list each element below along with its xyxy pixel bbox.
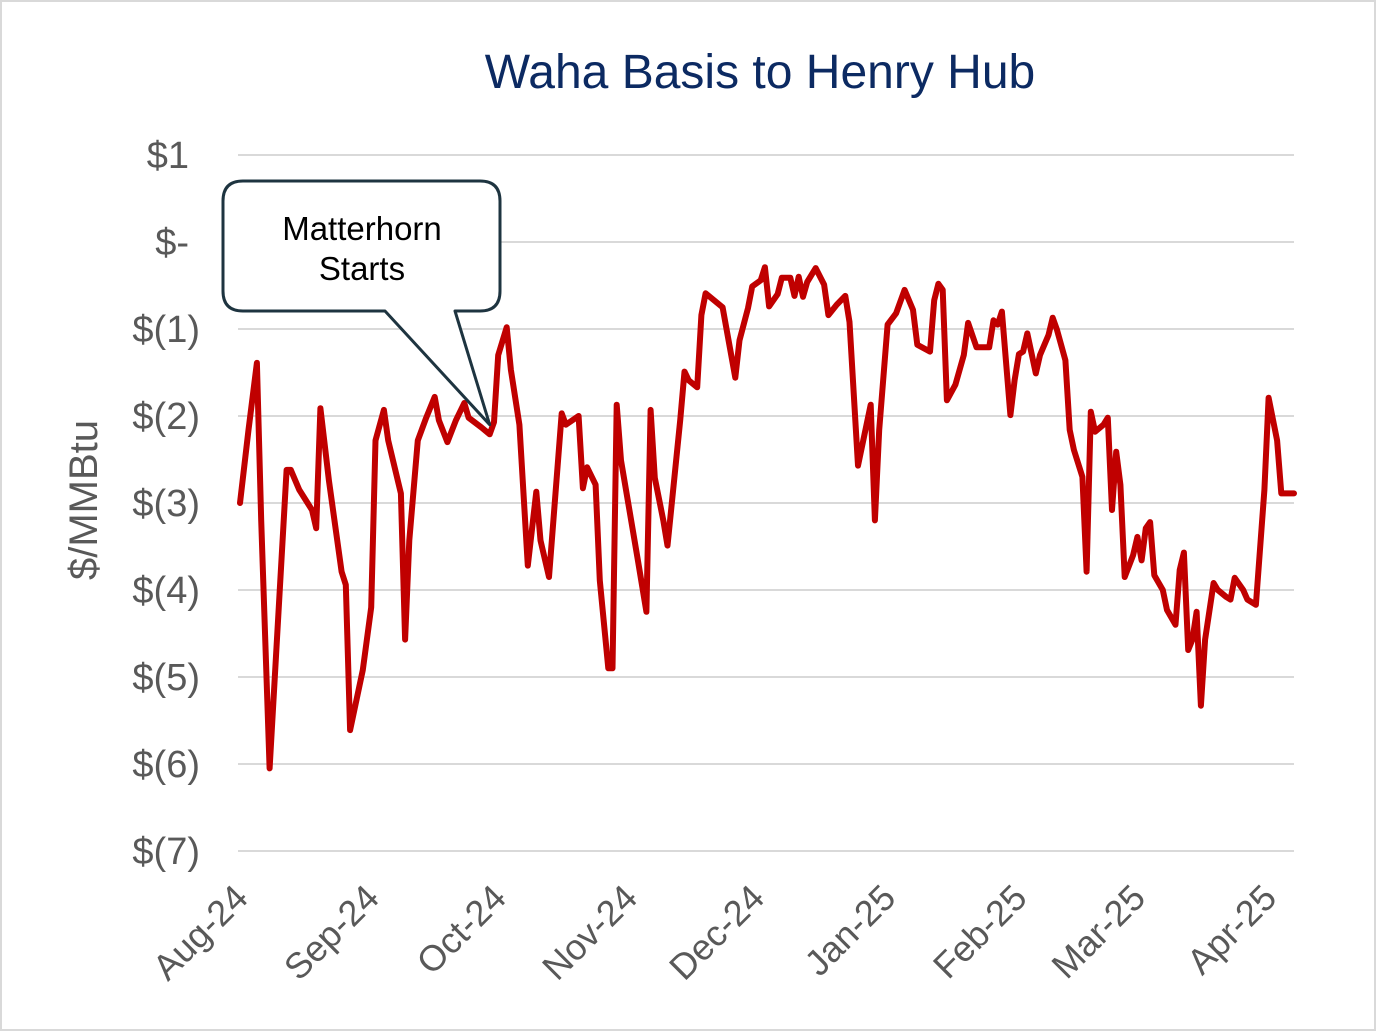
- y-axis-tick-labels: $1 $- $(1) $(2) $(3) $(4) $(5) $(6) $(7): [132, 135, 200, 873]
- callout-line-1: Matterhorn: [282, 210, 442, 247]
- callout-line-2: Starts: [319, 250, 405, 287]
- y-tick-label: $-: [155, 222, 189, 264]
- matterhorn-callout: Matterhorn Starts: [221, 179, 502, 427]
- y-tick-label: $(1): [132, 309, 200, 351]
- y-tick-label: $(2): [132, 396, 200, 438]
- callout-bubble: [221, 179, 502, 427]
- y-tick-label: $(5): [132, 657, 200, 699]
- chart-title: Waha Basis to Henry Hub: [485, 46, 1035, 99]
- waha-basis-line: [237, 264, 1297, 772]
- y-tick-label: $(7): [132, 831, 200, 873]
- y-axis-title: $/MMBtu: [62, 420, 106, 580]
- y-tick-label: $1: [147, 135, 189, 177]
- y-tick-label: $(4): [132, 570, 200, 612]
- y-tick-label: $(3): [132, 483, 200, 525]
- y-tick-label: $(6): [132, 744, 200, 786]
